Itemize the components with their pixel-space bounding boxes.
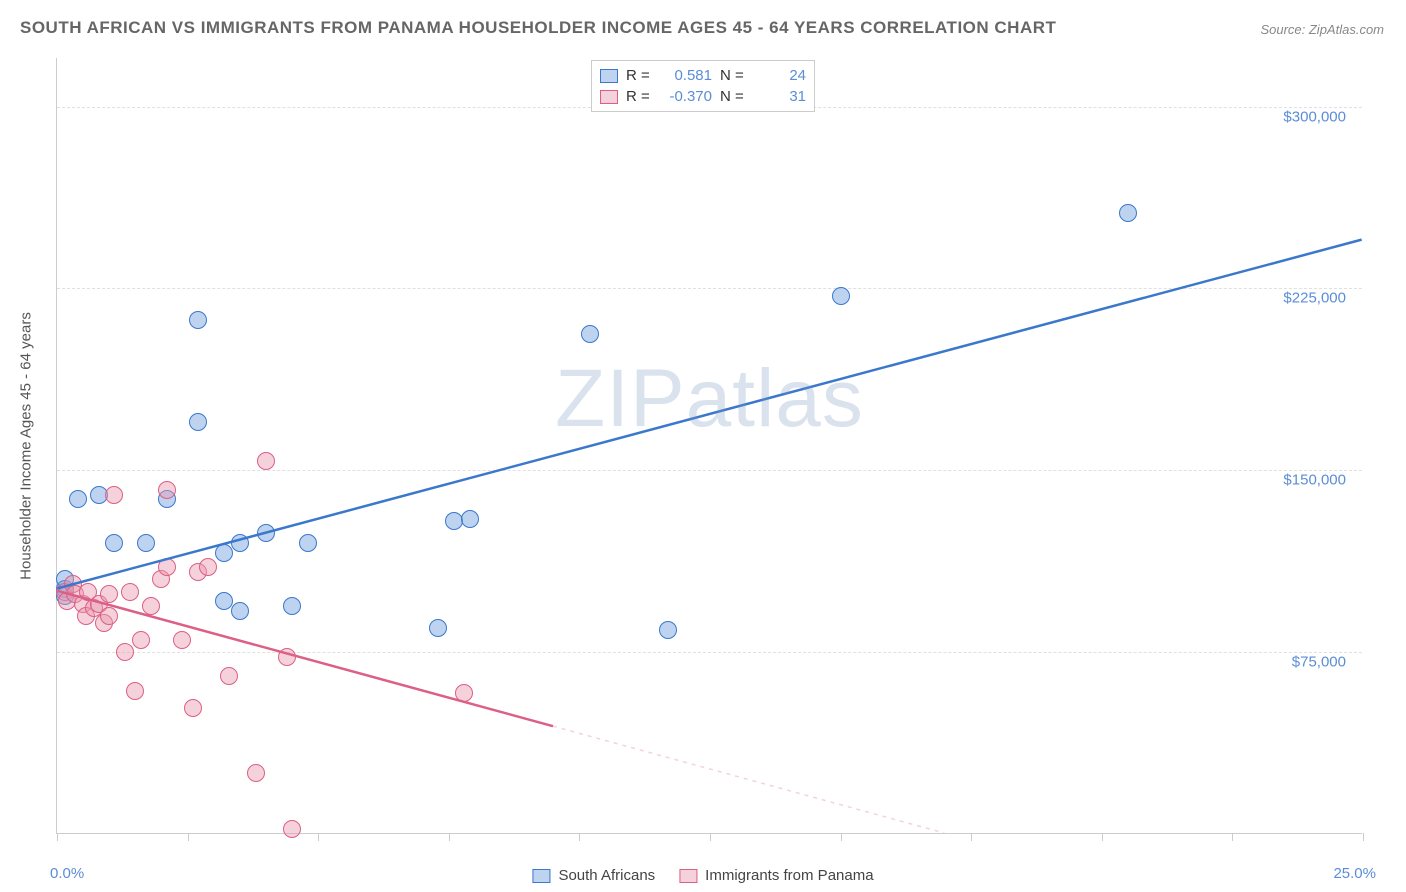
data-point <box>184 699 202 717</box>
data-point <box>581 325 599 343</box>
y-tick-label: $300,000 <box>1283 108 1346 125</box>
data-point <box>158 558 176 576</box>
data-point <box>215 544 233 562</box>
data-point <box>105 486 123 504</box>
legend-r-value: 0.581 <box>662 67 712 84</box>
legend-stat-row: R = 0.581 N = 24 <box>600 65 806 86</box>
data-point <box>173 631 191 649</box>
x-tick <box>579 833 580 841</box>
data-point <box>278 648 296 666</box>
correlation-chart: SOUTH AFRICAN VS IMMIGRANTS FROM PANAMA … <box>0 0 1406 892</box>
legend-n-value: 31 <box>756 88 806 105</box>
legend-item: South Africans <box>532 867 655 884</box>
legend-label: Immigrants from Panama <box>705 867 873 884</box>
legend-n-value: 24 <box>756 67 806 84</box>
data-point <box>299 534 317 552</box>
x-tick <box>710 833 711 841</box>
x-axis-max: 25.0% <box>1333 865 1376 882</box>
data-point <box>189 413 207 431</box>
data-point <box>116 643 134 661</box>
watermark: ZIPatlas <box>555 352 864 446</box>
data-point <box>100 607 118 625</box>
legend-item: Immigrants from Panama <box>679 867 873 884</box>
data-point <box>832 287 850 305</box>
data-point <box>429 619 447 637</box>
legend-swatch <box>600 69 618 83</box>
data-point <box>137 534 155 552</box>
gridline <box>57 652 1362 653</box>
data-point <box>283 597 301 615</box>
plot-area: ZIPatlas $75,000 $150,000 $225,000 $300,000 <box>56 58 1362 834</box>
x-tick <box>57 833 58 841</box>
legend-n-label: N = <box>720 88 748 105</box>
gridline <box>57 470 1362 471</box>
data-point <box>199 558 217 576</box>
data-point <box>158 481 176 499</box>
data-point <box>455 684 473 702</box>
chart-source: Source: ZipAtlas.com <box>1260 22 1384 37</box>
x-tick <box>1363 833 1364 841</box>
x-tick <box>318 833 319 841</box>
data-point <box>257 524 275 542</box>
legend-r-label: R = <box>626 88 654 105</box>
x-tick <box>1102 833 1103 841</box>
data-point <box>69 490 87 508</box>
y-tick-label: $75,000 <box>1292 654 1346 671</box>
data-point <box>257 452 275 470</box>
data-point <box>100 585 118 603</box>
x-tick <box>449 833 450 841</box>
data-point <box>189 311 207 329</box>
legend-swatch <box>532 869 550 883</box>
y-tick-label: $225,000 <box>1283 290 1346 307</box>
x-axis-min: 0.0% <box>50 865 84 882</box>
data-point <box>220 667 238 685</box>
data-point <box>461 510 479 528</box>
data-point <box>121 583 139 601</box>
gridline <box>57 288 1362 289</box>
watermark-atlas: atlas <box>686 353 864 444</box>
data-point <box>132 631 150 649</box>
x-tick <box>841 833 842 841</box>
data-point <box>247 764 265 782</box>
legend-stat-row: R = -0.370 N = 31 <box>600 86 806 107</box>
x-tick <box>1232 833 1233 841</box>
y-axis-label: Householder Income Ages 45 - 64 years <box>18 312 35 580</box>
chart-title: SOUTH AFRICAN VS IMMIGRANTS FROM PANAMA … <box>20 18 1056 38</box>
data-point <box>283 820 301 838</box>
regression-lines <box>57 58 1362 833</box>
data-point <box>105 534 123 552</box>
watermark-zip: ZIP <box>555 353 686 444</box>
data-point <box>142 597 160 615</box>
legend-swatch <box>679 869 697 883</box>
data-point <box>659 621 677 639</box>
legend-stats: R = 0.581 N = 24 R = -0.370 N = 31 <box>591 60 815 112</box>
data-point <box>231 602 249 620</box>
legend-series: South Africans Immigrants from Panama <box>532 867 873 884</box>
x-tick <box>971 833 972 841</box>
y-tick-label: $150,000 <box>1283 472 1346 489</box>
legend-r-value: -0.370 <box>662 88 712 105</box>
legend-r-label: R = <box>626 67 654 84</box>
legend-label: South Africans <box>558 867 655 884</box>
data-point <box>231 534 249 552</box>
data-point <box>1119 204 1137 222</box>
data-point <box>126 682 144 700</box>
legend-swatch <box>600 90 618 104</box>
x-tick <box>188 833 189 841</box>
legend-n-label: N = <box>720 67 748 84</box>
